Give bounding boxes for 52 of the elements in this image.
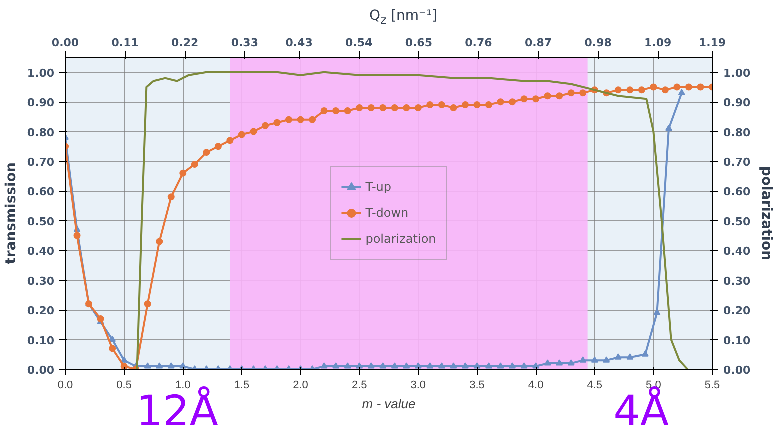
y2-tick-label: 0.90 xyxy=(724,96,751,110)
y-tick-label: 0.20 xyxy=(27,304,55,318)
y2-tick-label: 0.20 xyxy=(724,304,751,318)
x-tick-label: 3.5 xyxy=(470,380,485,392)
y2-tick-label: 0.40 xyxy=(724,245,751,258)
y-tick-label: 0.50 xyxy=(27,215,55,228)
x-tick-label: 0.0 xyxy=(58,380,74,392)
x-tick-label: 3.0 xyxy=(410,380,426,392)
x-tick-label: 4.5 xyxy=(587,380,603,392)
y-tick-label: 0.30 xyxy=(27,274,55,288)
x2-tick-label: 0.22 xyxy=(172,36,199,50)
y-tick-label: 0.60 xyxy=(27,186,55,199)
x2-tick-label: 1.09 xyxy=(644,36,672,50)
x2-tick-label: 1.19 xyxy=(698,36,726,50)
y2-tick-label: 0.80 xyxy=(724,126,751,140)
x2-tick-label: 0.65 xyxy=(405,36,432,50)
legend-label: polarization xyxy=(366,232,436,246)
y2-tick-label: 0.60 xyxy=(724,186,751,199)
x2-tick-label: 0.11 xyxy=(112,36,139,50)
x2-axis-title: Q$_{z}$ [nm⁻¹] xyxy=(369,7,438,29)
y-tick-label: 1.00 xyxy=(27,66,55,80)
x-tick-label: 5.5 xyxy=(704,380,720,392)
x2-tick-label: 0.43 xyxy=(286,36,313,50)
legend-label: T-down xyxy=(366,206,409,220)
y-axis-title: transmission xyxy=(3,162,20,264)
y2-tick-label: 1.00 xyxy=(724,66,751,80)
y-tick-label: 0.00 xyxy=(27,364,55,377)
x2-tick-label: 0.00 xyxy=(52,36,80,50)
y-tick-label: 0.40 xyxy=(27,245,55,258)
y2-tick-label: 0.10 xyxy=(724,334,751,348)
x-tick-label: 1.5 xyxy=(234,380,250,392)
x2-tick-label: 0.76 xyxy=(465,36,493,50)
x-tick-label: 0.5 xyxy=(116,380,132,392)
y2-tick-label: 0.00 xyxy=(724,364,751,377)
y2-axis-title: polarization xyxy=(758,166,775,261)
y2-tick-label: 0.50 xyxy=(724,215,751,228)
x-tick-label: 2.0 xyxy=(293,380,308,392)
y-tick-label: 0.70 xyxy=(27,156,55,169)
y2-tick-label: 0.70 xyxy=(724,156,751,169)
x2-tick-label: 0.98 xyxy=(584,36,612,50)
x-tick-label: 4.0 xyxy=(528,380,544,392)
x-tick-label: 2.5 xyxy=(352,380,368,392)
y-tick-label: 0.10 xyxy=(27,334,55,348)
text: 4Å xyxy=(614,386,670,430)
y2-tick-label: 0.30 xyxy=(724,274,751,288)
legend-label: T-up xyxy=(366,180,392,194)
x2-tick-label: 0.33 xyxy=(231,36,258,50)
x2-tick-label: 0.54 xyxy=(346,36,374,50)
y-tick-label: 0.80 xyxy=(27,126,55,140)
x-axis-title: m - value xyxy=(362,396,416,412)
y-tick-label: 0.90 xyxy=(27,96,55,110)
x2-tick-label: 0.87 xyxy=(524,36,552,50)
